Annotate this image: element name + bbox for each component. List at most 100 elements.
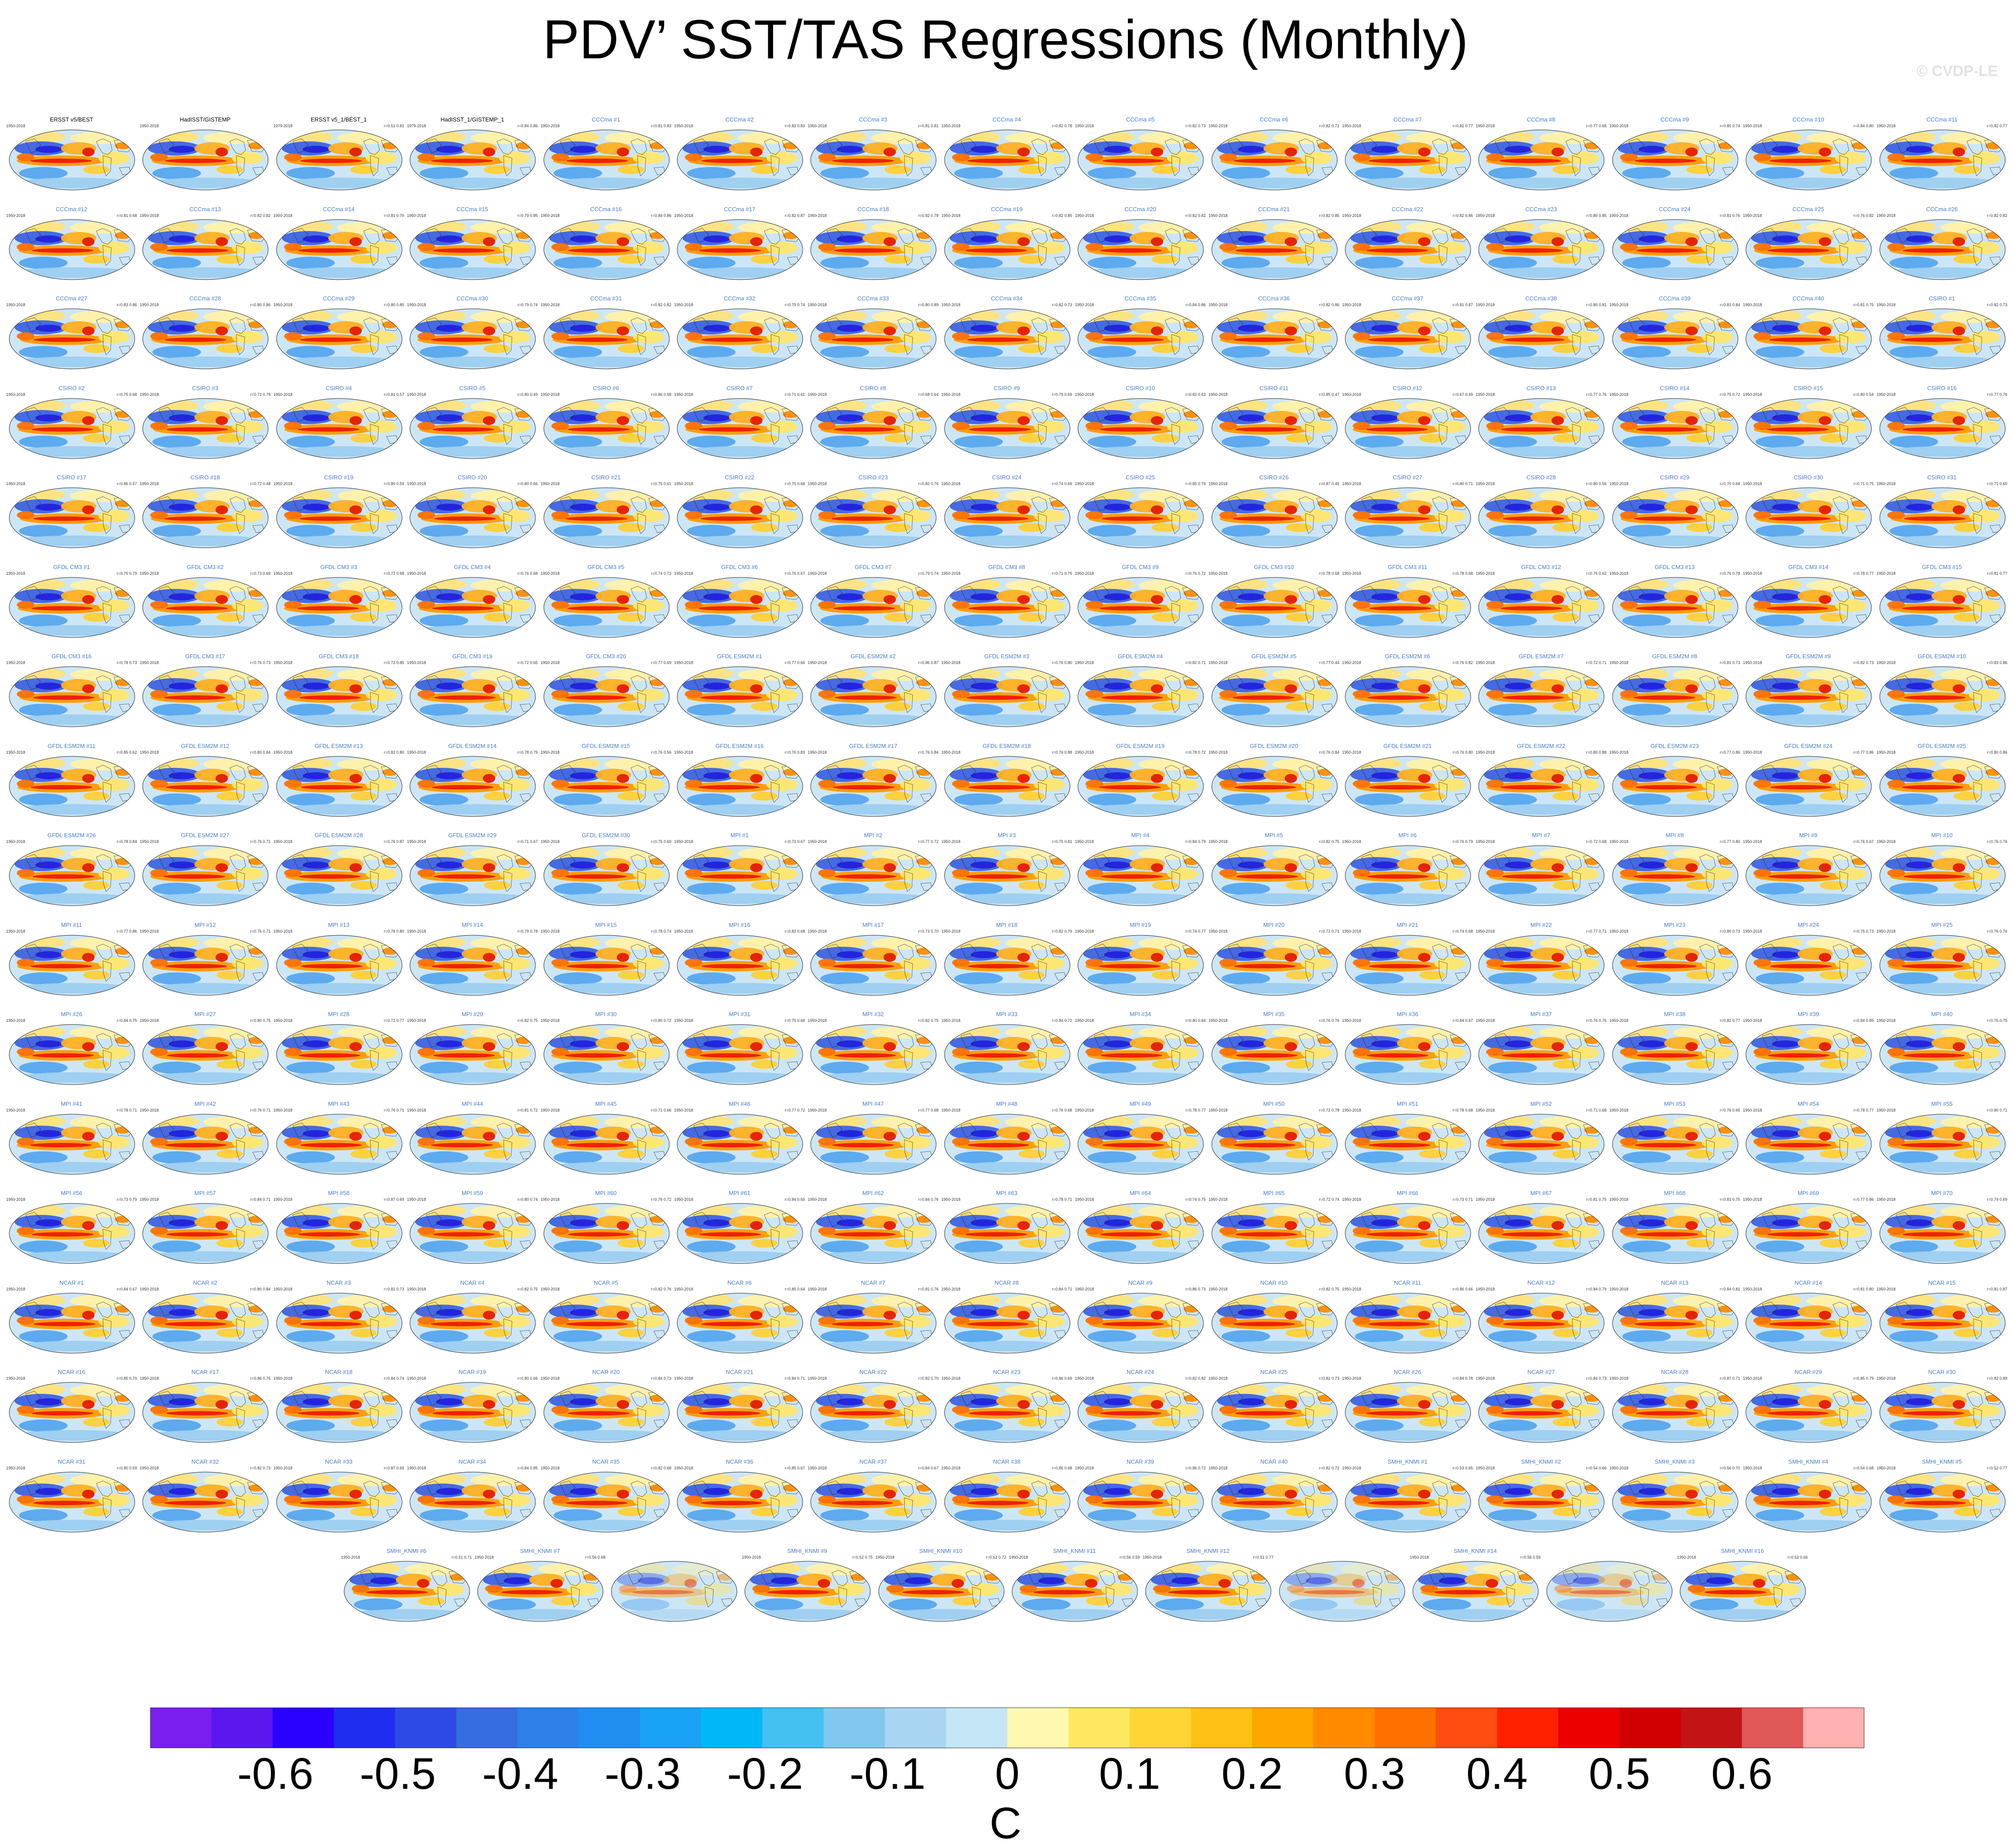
global-regression-map	[809, 1381, 937, 1443]
map-panel-stat: r=0.82 0.75	[517, 1287, 538, 1291]
map-panel-stat: r=0.84 0.86	[651, 213, 672, 218]
global-regression-map	[676, 1113, 804, 1175]
map-panel-stat: r=0.72 0.79	[250, 392, 271, 397]
map-panel-stat: r=0.75 0.68	[785, 482, 805, 486]
map-panel-title: CCCma #26	[1876, 206, 2008, 213]
map-panel-stat: r=0.79 0.74	[517, 303, 538, 307]
map-panel-title: CCCma #28	[139, 295, 271, 302]
global-regression-map	[809, 845, 937, 907]
map-panel-title: SMHI_KNMI #10	[875, 1548, 1007, 1554]
map-panel-title: MPI #44	[406, 1100, 539, 1107]
global-regression-map	[275, 1381, 403, 1443]
map-panel-title: MPI #36	[1341, 1011, 1474, 1017]
map-panel-stat: r=0.80 0.59	[384, 482, 404, 486]
map-panel-title: CSIRO #25	[1074, 474, 1207, 481]
map-panel-years: 1950-2018	[1743, 482, 1762, 486]
map-panel-years: 1950-2018	[1877, 1376, 1896, 1381]
map-panel-stat: r=0.82 0.82	[1185, 1376, 1206, 1381]
map-panel-stat: r=0.80 0.66	[517, 482, 538, 486]
map-panel-stat: r=0.76 0.72	[1185, 571, 1206, 576]
map-panel-stat: r=0.72 0.48	[250, 482, 271, 486]
map-panel-stat: r=0.52 0.77	[1987, 1466, 2007, 1470]
map-panel-stat: r=0.71 0.67	[517, 839, 538, 844]
map-panel-stat: r=0.81 0.81	[918, 124, 939, 128]
map-panel-stat: r=0.76 0.65	[1720, 1108, 1740, 1112]
map-panel-stat: r=0.77 0.69	[651, 660, 672, 665]
map-panel-title: MPI #27	[139, 1011, 271, 1017]
global-regression-map	[1210, 398, 1339, 459]
map-panel-stat: r=0.79 0.85	[517, 213, 538, 218]
map-panel-title: ERSST v5_1/BEST_1	[273, 116, 405, 123]
map-panel-title: MPI #5	[1208, 832, 1340, 839]
map-panel-years: 1950-2018	[674, 392, 693, 397]
map-panel-stat: r=0.82 0.63	[1185, 392, 1206, 397]
global-regression-map	[1077, 1471, 1205, 1533]
map-panel-title: MPI #60	[540, 1190, 672, 1196]
map-panel-title: CCCma #34	[941, 295, 1073, 302]
global-regression-map	[1878, 1113, 2007, 1175]
global-regression-map	[1745, 219, 1873, 281]
map-panel-years: 1950-2018	[808, 1018, 827, 1023]
map-panel-stat: r=0.84 0.78	[1453, 1376, 1473, 1381]
map-panel-years: 1950-2018	[1609, 213, 1628, 218]
map-panel-stat: r=0.56 0.70	[1720, 1466, 1740, 1470]
global-regression-map	[8, 487, 136, 549]
map-panel-stat: r=0.85 0.64	[785, 1287, 805, 1291]
global-regression-map	[1611, 1471, 1739, 1533]
map-panel-stat: r=0.82 0.73	[1052, 303, 1072, 307]
global-regression-map	[1611, 129, 1739, 191]
map-panel-title: MPI #50	[1208, 1100, 1340, 1107]
map-panel-years: 1950-2018	[1743, 1287, 1762, 1291]
map-panel-years: 1950-2018	[6, 124, 25, 128]
map-panel-title: MPI #33	[941, 1011, 1073, 1017]
map-panel-stat: r=0.52 0.66	[1787, 1555, 1808, 1560]
map-panel-title: CCCma #31	[540, 295, 672, 302]
map-panel-title: NCAR #23	[941, 1369, 1073, 1375]
global-regression-map	[1878, 755, 2007, 817]
global-regression-map	[809, 666, 937, 728]
global-regression-map	[543, 755, 671, 817]
map-panel-years: 1950-2018	[1075, 660, 1094, 665]
global-regression-map	[943, 755, 1071, 817]
map-panel-stat: r=0.82 0.77	[1720, 1018, 1740, 1023]
map-panel-years: 1950-2018	[674, 213, 693, 218]
map-panel-stat: r=0.80 0.71	[1453, 482, 1473, 486]
map-panel-title: SMHI_KNMI #11	[1008, 1548, 1141, 1554]
colorbar-swatch	[1681, 1708, 1742, 1748]
map-panel-title: GFDL ESM2M #13	[273, 743, 405, 749]
map-panel-years: 1950-2018	[941, 482, 960, 486]
map-panel-title: CSIRO #19	[273, 474, 405, 481]
map-panel-years: 1950-2018	[1209, 839, 1228, 844]
map-panel-years: 1950-2018	[1609, 1466, 1628, 1470]
global-regression-map	[1077, 666, 1205, 728]
map-panel-title: MPI #15	[540, 922, 672, 928]
map-panel-years: 1950-2018	[808, 392, 827, 397]
global-regression-map	[1878, 487, 2007, 549]
map-panel-stat: r=0.77 0.86	[117, 929, 137, 933]
map-panel-stat: r=0.80 0.81	[1586, 303, 1607, 307]
global-regression-map	[543, 934, 671, 996]
map-panel-years: 1950-2018	[1075, 392, 1094, 397]
map-panel-title: CCCma #9	[1609, 116, 1741, 123]
map-panel-stat: r=0.82 0.76	[918, 482, 939, 486]
map-panel-years: 1950-2018	[808, 124, 827, 128]
map-panel-years: 1950-2018	[1209, 1018, 1228, 1023]
map-panel-title: NCAR #4	[406, 1279, 539, 1286]
map-panel-years: 1950-2018	[541, 839, 560, 844]
global-regression-map	[543, 129, 671, 191]
map-panel-years: 1950-2018	[941, 929, 960, 933]
map-panel-title: CCCma #27	[5, 295, 138, 302]
